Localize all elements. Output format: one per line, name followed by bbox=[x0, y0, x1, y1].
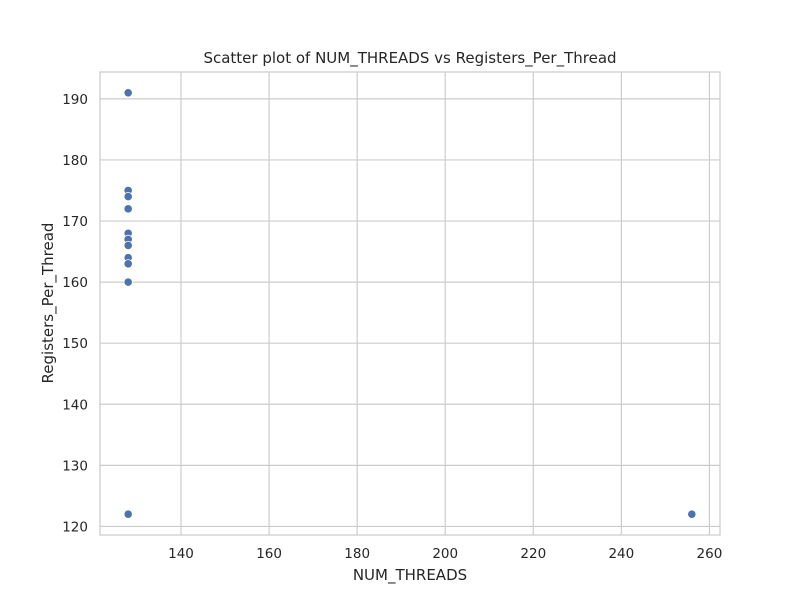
data-points bbox=[123, 88, 697, 519]
data-point bbox=[687, 509, 697, 519]
y-tick-labels: 120 130 140 150 160 170 180 190 bbox=[62, 92, 88, 536]
y-tick-label: 170 bbox=[62, 214, 88, 230]
chart-title: Scatter plot of NUM_THREADS vs Registers… bbox=[203, 49, 616, 68]
data-point bbox=[123, 277, 133, 287]
y-tick-label: 190 bbox=[62, 92, 88, 108]
data-point bbox=[123, 240, 133, 251]
x-axis-label: NUM_THREADS bbox=[353, 566, 467, 585]
data-point bbox=[123, 509, 133, 519]
x-tick-label: 140 bbox=[168, 546, 194, 562]
y-tick-label: 160 bbox=[62, 275, 88, 291]
data-point bbox=[123, 88, 133, 98]
data-point bbox=[123, 259, 133, 269]
y-tick-label: 180 bbox=[62, 153, 88, 169]
x-tick-label: 240 bbox=[608, 546, 634, 562]
y-tick-label: 140 bbox=[62, 397, 88, 413]
y-axis-label: Registers_Per_Thread bbox=[39, 223, 58, 384]
x-tick-label: 160 bbox=[256, 546, 282, 562]
data-point bbox=[123, 204, 133, 214]
plot-frame bbox=[99, 71, 721, 536]
y-tick-label: 120 bbox=[62, 519, 88, 535]
x-tick-label: 200 bbox=[432, 546, 458, 562]
x-tick-label: 180 bbox=[344, 546, 370, 562]
y-tick-label: 130 bbox=[62, 458, 88, 474]
x-tick-label: 220 bbox=[520, 546, 546, 562]
y-tick-label: 150 bbox=[62, 336, 88, 352]
data-point bbox=[123, 192, 133, 202]
x-tick-label: 260 bbox=[697, 546, 723, 562]
grid bbox=[100, 72, 720, 535]
x-tick-labels: 140 160 180 200 220 240 260 bbox=[168, 546, 722, 562]
